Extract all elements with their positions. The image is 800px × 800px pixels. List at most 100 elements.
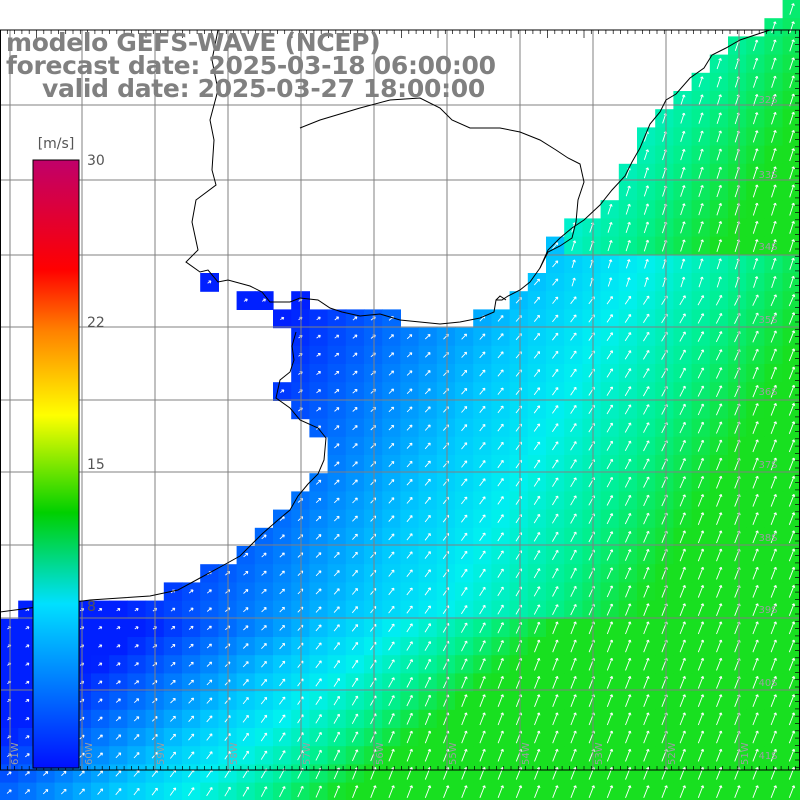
wind-arrow <box>388 659 395 670</box>
wind-arrow <box>697 457 705 471</box>
wind-arrow <box>643 730 650 744</box>
wind-arrow <box>352 316 358 321</box>
wind-arrow <box>606 730 614 744</box>
wind-arrow <box>533 531 541 542</box>
wind-arrow <box>752 748 759 762</box>
wind-arrow <box>624 476 632 488</box>
wind-arrow <box>479 478 486 487</box>
wind-arrow <box>206 679 213 686</box>
wind-arrow <box>461 658 468 670</box>
wind-arrow <box>570 639 577 653</box>
wind-arrow <box>734 785 741 798</box>
wind-arrow <box>552 767 559 780</box>
wind-arrow <box>625 785 632 798</box>
wind-arrow <box>170 644 176 649</box>
wind-arrow <box>533 495 541 506</box>
wind-arrow <box>788 294 796 307</box>
wind-arrow <box>316 389 321 394</box>
wind-arrow <box>752 330 759 343</box>
wind-arrow <box>315 731 322 743</box>
wind-arrow <box>680 130 686 142</box>
wind-arrow <box>242 714 249 723</box>
wind-arrow <box>643 494 650 507</box>
wind-arrow <box>334 389 340 394</box>
wind-arrow <box>97 752 103 758</box>
wind-arrow <box>679 676 686 689</box>
wind-arrow <box>479 387 486 395</box>
wind-arrow <box>388 748 395 762</box>
wind-arrow <box>570 332 577 341</box>
colorbar-tick-label: 8 <box>87 599 96 615</box>
wind-arrow <box>770 785 777 798</box>
wind-arrow <box>243 552 249 558</box>
wind-arrow <box>97 698 103 703</box>
wind-arrow <box>624 440 632 452</box>
wind-arrow <box>624 512 632 525</box>
wind-arrow <box>315 515 322 522</box>
wind-arrow <box>333 515 340 522</box>
wind-arrow <box>406 406 413 413</box>
wind-arrow <box>570 495 577 506</box>
wind-arrow <box>679 494 686 507</box>
wind-arrow <box>788 421 796 434</box>
wind-arrow <box>533 278 540 286</box>
wind-arrow <box>770 403 777 416</box>
wind-arrow <box>697 476 705 489</box>
wind-arrow <box>552 712 559 726</box>
lat-label: 32S <box>758 95 777 106</box>
wind-arrow <box>497 712 504 726</box>
wind-arrow <box>260 696 268 705</box>
wind-arrow <box>716 494 723 507</box>
wind-arrow <box>497 640 504 652</box>
wind-arrow <box>697 621 705 635</box>
wind-arrow <box>643 476 650 488</box>
wind-arrow <box>406 767 413 780</box>
wind-arrow <box>351 695 359 706</box>
wind-arrow <box>424 551 431 559</box>
wind-arrow <box>533 387 541 396</box>
wind-arrow <box>206 589 212 594</box>
wind-arrow <box>533 586 541 597</box>
wind-arrow <box>133 716 140 722</box>
wind-arrow <box>789 129 795 143</box>
lon-label: 60W <box>84 742 95 765</box>
wind-arrow <box>297 785 304 798</box>
wind-arrow <box>752 657 759 671</box>
wind-arrow <box>497 369 504 377</box>
wind-arrow <box>715 349 723 361</box>
wind-arrow <box>624 313 632 323</box>
wind-arrow <box>406 442 413 449</box>
wind-arrow <box>279 678 286 687</box>
wind-arrow <box>752 785 759 798</box>
wind-arrow <box>788 694 796 707</box>
wind-arrow <box>643 767 650 780</box>
wind-arrow <box>170 607 176 612</box>
wind-arrow <box>315 624 322 632</box>
lat-label: 41S <box>758 751 777 762</box>
lat-label: 38S <box>758 533 777 544</box>
wind-arrow <box>679 748 686 762</box>
wind-arrow <box>771 39 777 52</box>
wind-arrow <box>606 513 614 525</box>
wind-arrow <box>716 603 723 616</box>
wind-arrow <box>406 551 413 559</box>
wind-arrow <box>424 730 432 744</box>
wind-arrow <box>497 459 504 469</box>
wind-arrow <box>243 625 249 631</box>
wind-arrow <box>388 587 395 596</box>
wind-arrow <box>716 621 723 635</box>
wind-arrow <box>625 730 632 744</box>
wind-arrow <box>261 570 267 576</box>
wind-arrow <box>552 242 559 249</box>
wind-arrow <box>679 730 686 744</box>
wind-arrow <box>788 730 796 744</box>
wind-arrow <box>206 697 213 704</box>
wind-arrow <box>188 679 194 686</box>
colorbar-tick-label: 30 <box>87 153 105 169</box>
wind-arrow <box>770 657 777 671</box>
wind-arrow <box>679 458 686 470</box>
wind-arrow <box>206 661 213 667</box>
wind-arrow <box>552 586 559 597</box>
wind-arrow <box>424 623 432 633</box>
lat-label: 39S <box>758 605 777 616</box>
